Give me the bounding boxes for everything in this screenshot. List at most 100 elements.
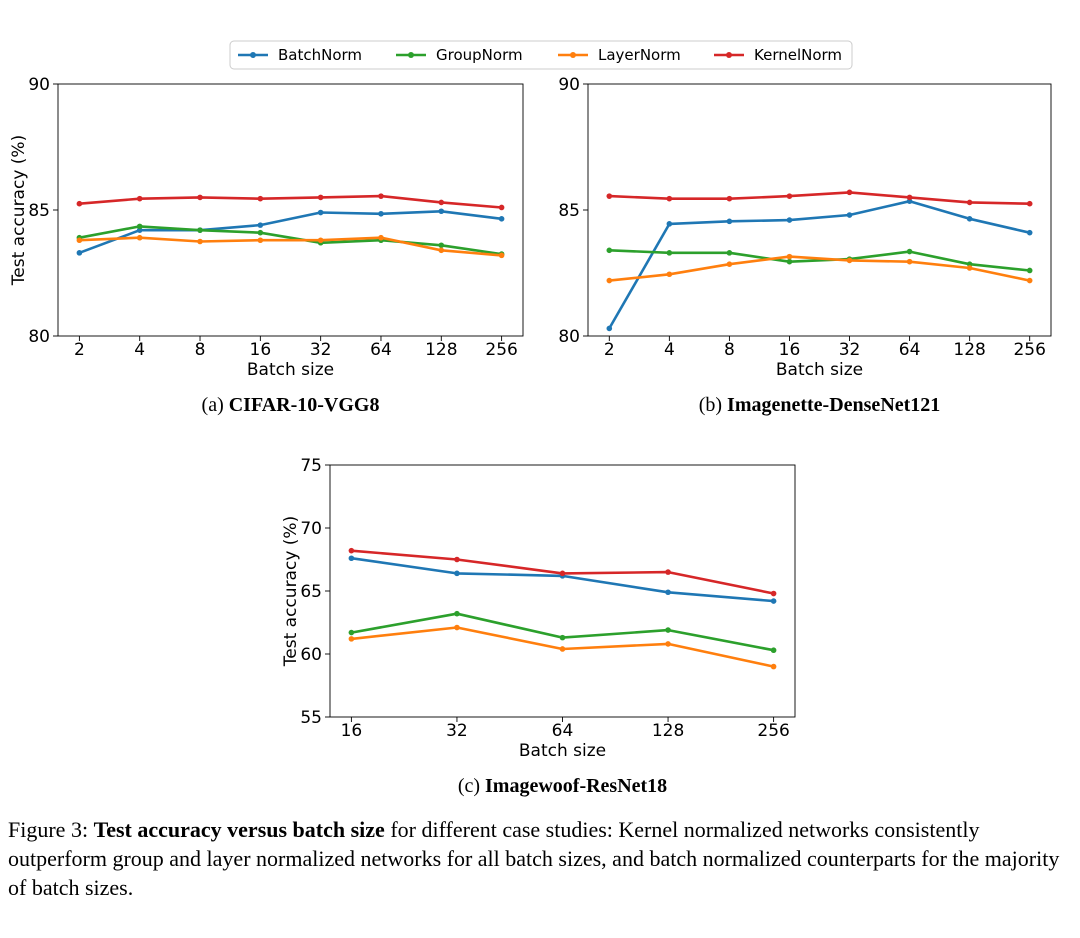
data-point xyxy=(606,193,613,199)
plot-frame xyxy=(329,464,796,718)
x-tick-label: 256 xyxy=(757,721,789,741)
data-point xyxy=(846,257,853,264)
data-point xyxy=(665,589,671,596)
data-point xyxy=(378,210,384,217)
data-point xyxy=(1026,200,1033,207)
data-point xyxy=(317,194,324,201)
series-line xyxy=(78,210,502,255)
data-point xyxy=(454,570,460,577)
data-point xyxy=(665,569,671,575)
subcaption-prefix: (b) xyxy=(699,394,727,416)
legend-frame xyxy=(229,40,853,70)
y-tick-label: 85 xyxy=(558,201,580,221)
data-point xyxy=(1026,277,1033,284)
series-kernelnorm xyxy=(76,193,505,211)
subcaption: (c) Imagewoof-ResNet18 xyxy=(458,775,667,797)
data-point xyxy=(665,627,671,633)
data-point xyxy=(786,253,793,260)
data-point xyxy=(454,610,460,617)
data-point xyxy=(666,250,673,256)
data-point xyxy=(726,261,733,267)
data-point xyxy=(378,234,384,241)
x-tick-label: 16 xyxy=(250,340,272,360)
series-line xyxy=(79,194,502,209)
figure: BatchNorm GroupNorm LayerNorm KernelNorm808… xyxy=(9,40,1052,797)
y-tick-label: 70 xyxy=(300,519,322,539)
data-point xyxy=(786,258,793,265)
series-kernelnorm xyxy=(348,547,777,597)
data-point xyxy=(559,570,566,577)
x-tick-label: 128 xyxy=(425,340,457,360)
legend-label: BatchNorm xyxy=(278,46,362,64)
x-tick-label: 4 xyxy=(664,340,675,360)
x-tick-label: 256 xyxy=(485,340,517,360)
x-tick-label: 16 xyxy=(341,721,363,741)
data-point xyxy=(665,641,671,647)
y-tick-label: 60 xyxy=(300,645,322,665)
chart-panel-b: 80 85 90 2 4 8 16 32 64 128 256 Batch size (b) Image… xyxy=(558,75,1052,416)
y-tick-label: 65 xyxy=(300,582,322,602)
data-point xyxy=(257,195,264,202)
series-layernorm xyxy=(76,234,505,259)
legend-swatch-marker xyxy=(408,52,414,58)
data-point xyxy=(348,547,355,554)
x-tick-label: 8 xyxy=(195,340,206,360)
data-point xyxy=(197,194,203,201)
data-point xyxy=(498,204,505,211)
x-tick-label: 8 xyxy=(724,340,735,360)
series-layernorm xyxy=(606,253,1033,284)
y-axis-label: Test accuracy (%) xyxy=(281,516,301,667)
chart-panel-c: 55 60 65 70 75 16 32 64 128 256 Batch size Test acc… xyxy=(281,456,796,797)
y-tick-label: 90 xyxy=(558,75,580,95)
data-point xyxy=(726,250,733,256)
data-point xyxy=(136,234,143,241)
data-point xyxy=(786,193,793,199)
x-axis-label: Batch size xyxy=(247,360,334,380)
legend-entry-layernorm: LayerNorm xyxy=(558,46,681,64)
data-point xyxy=(559,646,566,652)
x-tick-label: 128 xyxy=(652,721,684,741)
data-point xyxy=(438,247,445,254)
data-point xyxy=(966,216,973,222)
data-point xyxy=(559,634,566,641)
x-tick-label: 64 xyxy=(552,721,574,741)
data-point xyxy=(498,252,505,259)
series-line xyxy=(609,249,1030,272)
x-tick-label: 128 xyxy=(953,340,985,360)
legend-label: GroupNorm xyxy=(436,46,523,64)
data-point xyxy=(666,271,673,278)
legend-swatch-marker xyxy=(570,52,576,58)
data-point xyxy=(770,663,777,670)
y-tick-label: 85 xyxy=(28,201,50,221)
data-point xyxy=(438,208,445,215)
x-axis-label: Batch size xyxy=(519,741,606,761)
series-groupnorm xyxy=(348,610,777,654)
y-axis-label: Test accuracy (%) xyxy=(9,135,29,286)
series-line xyxy=(79,225,502,256)
x-tick-label: 32 xyxy=(446,721,468,741)
x-tick-label: 4 xyxy=(134,340,145,360)
subcaption-prefix: (c) xyxy=(458,775,485,797)
legend-entry-kernelnorm: KernelNorm xyxy=(714,46,842,64)
data-point xyxy=(606,247,613,254)
data-point xyxy=(846,212,853,218)
caption-bold: Test accuracy versus batch size xyxy=(93,817,385,842)
plot-frame xyxy=(587,83,1052,337)
series-line xyxy=(609,191,1030,205)
y-tick-label: 75 xyxy=(300,456,322,476)
legend-entry-groupnorm: GroupNorm xyxy=(396,46,523,64)
series-line xyxy=(609,255,1030,282)
data-point xyxy=(770,598,777,604)
subcaption: (a) CIFAR-10-VGG8 xyxy=(202,394,380,416)
subcaption-prefix: (a) xyxy=(202,394,229,416)
x-tick-label: 64 xyxy=(370,340,392,360)
data-point xyxy=(498,216,505,222)
legend-entry-batchnorm: BatchNorm xyxy=(238,46,362,64)
plot-frame xyxy=(57,83,524,337)
data-point xyxy=(906,194,913,201)
data-point xyxy=(454,624,460,631)
data-point xyxy=(317,209,324,216)
series-layernorm xyxy=(348,624,777,670)
series-kernelnorm xyxy=(606,189,1033,207)
data-point xyxy=(438,199,445,206)
